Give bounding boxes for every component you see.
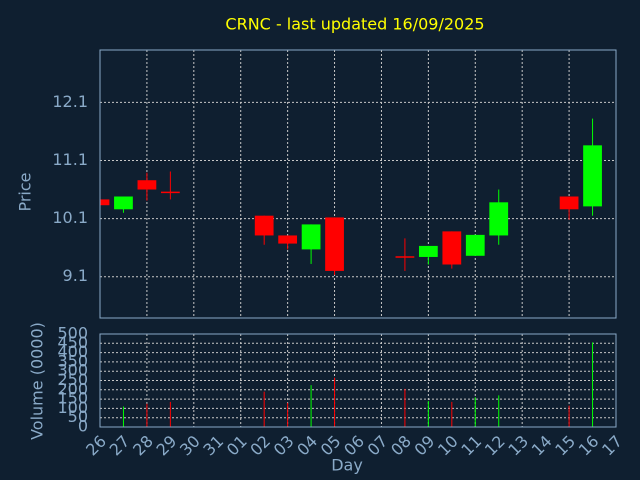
volume-tick-label: 250: [57, 370, 88, 389]
candle-body: [418, 245, 438, 257]
candle-body: [137, 180, 157, 190]
candle-body: [278, 235, 298, 244]
volume-tick-label: 200: [57, 379, 88, 398]
y-tick-label: 12.1: [52, 92, 88, 111]
candle-body: [114, 196, 133, 210]
volume-tick-label: 500: [57, 324, 88, 343]
candle-body: [489, 202, 509, 236]
candle-body: [442, 231, 462, 265]
chart-title: CRNC - last updated 16/09/2025: [225, 15, 484, 34]
candle-body: [254, 215, 274, 236]
volume-tick-label: 350: [57, 351, 88, 370]
x-axis-label: Day: [331, 456, 363, 475]
candle-body: [583, 145, 602, 207]
volume-tick-label: 100: [57, 398, 88, 417]
volume-tick-label: 50: [68, 407, 88, 426]
y-axis-label: Price: [16, 172, 35, 211]
y-tick-label: 10.1: [52, 208, 88, 227]
candle-body: [465, 234, 485, 256]
y-tick-label: 9.1: [63, 266, 88, 285]
volume-frame: [99, 333, 617, 428]
candle-body: [301, 224, 321, 250]
volume-tick-label: 0: [78, 417, 88, 436]
volume-tick-label: 400: [57, 342, 88, 361]
candle-body: [100, 199, 110, 206]
volume-axis-label: Volume (0000): [28, 322, 47, 440]
volume-tick-label: 450: [57, 333, 88, 352]
candle-body: [559, 196, 579, 210]
y-tick-label: 11.1: [52, 150, 88, 169]
candle-body: [325, 217, 344, 271]
volume-tick-label: 150: [57, 389, 88, 408]
price-frame: [99, 49, 617, 319]
volume-tick-label: 300: [57, 361, 88, 380]
